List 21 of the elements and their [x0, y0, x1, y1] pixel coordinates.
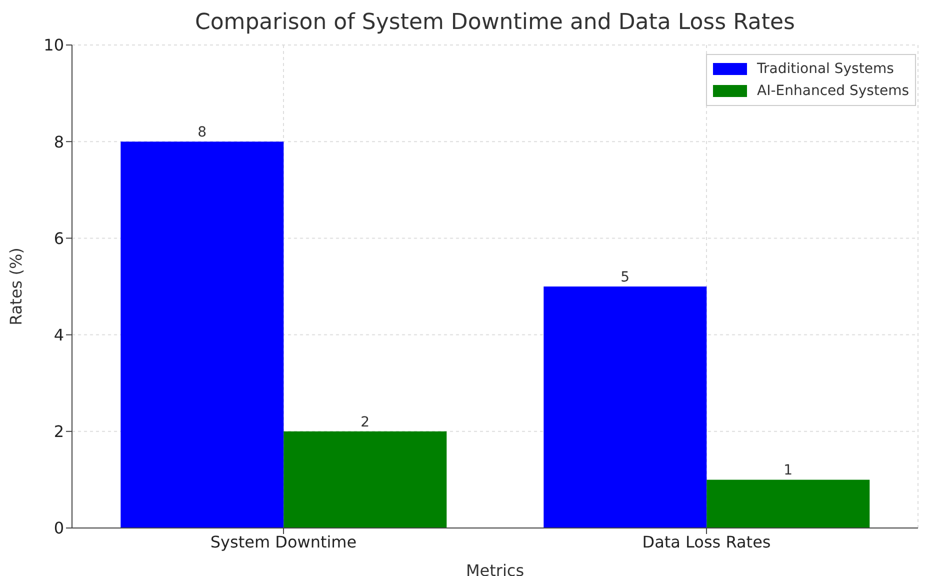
y-tick-label: 10 — [44, 36, 64, 55]
x-axis-title: Metrics — [466, 561, 524, 576]
y-tick-label: 4 — [54, 325, 64, 344]
y-tick-label: 6 — [54, 228, 64, 248]
bar — [284, 431, 447, 528]
y-tick-label: 8 — [54, 132, 64, 152]
y-axis-title: Rates (%) — [6, 248, 26, 326]
data-label: 5 — [620, 270, 630, 286]
data-label: 2 — [360, 414, 370, 430]
y-tick-label: 2 — [54, 422, 64, 442]
x-tick-label: System Downtime — [210, 532, 357, 552]
bar — [706, 480, 870, 528]
chart-title: Comparison of System Downtime and Data Loss Rates — [194, 10, 796, 35]
legend-label: AI-Enhanced Systems — [757, 83, 909, 99]
x-tick-label: Data Loss Rates — [642, 532, 771, 552]
bar — [544, 286, 707, 528]
data-label: 1 — [784, 462, 793, 479]
legend-label: Traditional Systems — [757, 61, 894, 77]
data-label: 8 — [198, 124, 207, 141]
bar — [120, 142, 284, 528]
y-tick-label: 0 — [54, 518, 64, 538]
